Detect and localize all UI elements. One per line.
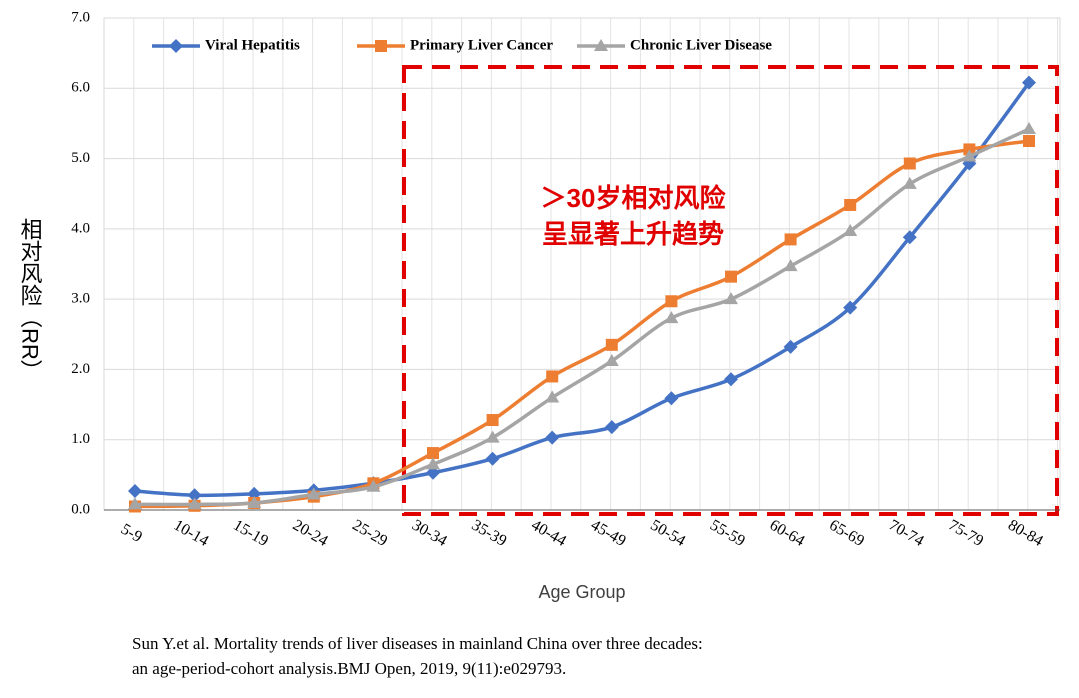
y-tick-label: 0.0	[71, 501, 90, 517]
x-tick-label: 65-69	[826, 517, 867, 550]
marker	[664, 311, 679, 324]
x-tick-label: 55-59	[707, 517, 748, 550]
legend-label: Chronic Liver Disease	[630, 37, 772, 53]
x-axis-label: Age Group	[538, 582, 625, 602]
marker	[844, 198, 857, 211]
y-tick-label: 7.0	[71, 9, 90, 25]
marker	[128, 497, 142, 510]
marker	[594, 39, 608, 51]
marker	[486, 414, 499, 427]
x-tick-label: 10-14	[171, 517, 212, 550]
marker	[545, 430, 560, 445]
y-tick-label: 6.0	[71, 80, 90, 96]
marker	[1023, 135, 1035, 147]
marker	[427, 447, 439, 460]
x-tick-label: 5-9	[118, 521, 145, 546]
y-axis-label: 相对风险（RR）	[18, 218, 43, 382]
marker	[724, 372, 738, 387]
marker	[843, 223, 858, 236]
x-tick-label: 15-19	[230, 517, 271, 550]
marker	[485, 451, 500, 466]
marker	[962, 149, 977, 162]
marker	[604, 420, 619, 435]
marker	[426, 457, 440, 470]
x-tick-label: 25-29	[349, 517, 390, 550]
marker	[604, 353, 619, 366]
source: Sun Y.et al. Mortality trends of liver d…	[132, 634, 703, 653]
marker	[1022, 75, 1036, 90]
x-tick-label: 40-44	[528, 517, 569, 550]
x-tick-label: 75-79	[945, 517, 986, 550]
marker	[169, 39, 183, 53]
marker	[843, 300, 858, 315]
plot-area	[103, 17, 1061, 511]
highlight-box	[402, 65, 1059, 516]
marker	[725, 270, 737, 283]
x-tick-label: 70-74	[886, 517, 927, 550]
marker	[783, 259, 798, 272]
x-tick-label: 45-49	[588, 517, 629, 550]
marker	[546, 370, 559, 383]
marker	[783, 339, 798, 354]
y-tick-label: 1.0	[71, 431, 90, 447]
marker	[724, 292, 738, 305]
annotation: 呈显著上升趋势	[542, 219, 724, 249]
marker	[128, 484, 142, 499]
marker	[545, 390, 560, 403]
marker	[485, 430, 500, 443]
marker	[963, 143, 976, 156]
y-tick-label: 2.0	[71, 361, 90, 377]
y-tick-label: 3.0	[71, 291, 90, 307]
marker	[306, 487, 321, 500]
marker	[375, 40, 387, 52]
x-tick-label: 35-39	[469, 517, 510, 550]
marker	[903, 157, 916, 170]
source: an age-period-cohort analysis.BMJ Open, …	[132, 659, 566, 678]
series-line	[134, 127, 1030, 507]
x-tick-label: 50-54	[647, 517, 688, 550]
marker	[366, 479, 381, 492]
marker	[902, 230, 917, 245]
marker	[784, 233, 797, 246]
marker	[605, 338, 618, 351]
series-line	[134, 139, 1030, 509]
x-tick-label: 80-84	[1005, 517, 1046, 550]
x-tick-label: 60-64	[767, 517, 808, 550]
legend-label: Viral Hepatitis	[205, 37, 300, 53]
marker	[187, 488, 202, 503]
marker	[665, 295, 678, 308]
marker	[1022, 122, 1036, 135]
x-tick-label: 20-24	[290, 517, 331, 550]
y-tick-label: 5.0	[71, 150, 90, 166]
marker	[902, 176, 917, 189]
marker	[187, 497, 202, 510]
legend-label: Primary Liver Cancer	[410, 37, 553, 53]
x-tick-label: 30-34	[409, 517, 450, 550]
marker	[247, 495, 262, 508]
marker	[664, 391, 679, 406]
y-tick-label: 4.0	[71, 220, 90, 236]
annotation: ＞30岁相对风险	[541, 183, 727, 213]
